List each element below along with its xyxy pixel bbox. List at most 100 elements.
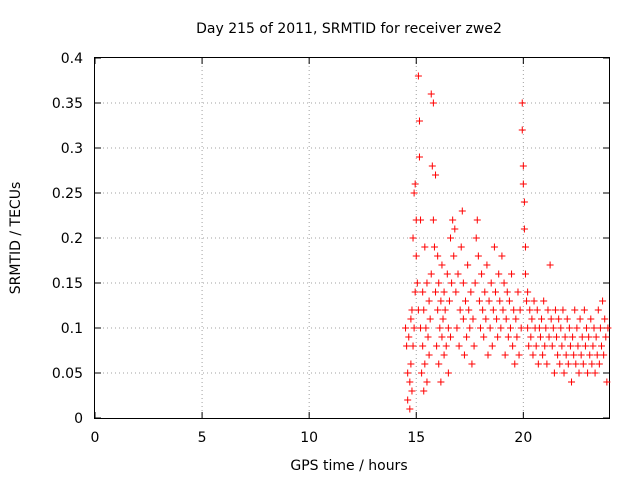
x-tick-label: 5 (198, 430, 207, 446)
data-point (460, 351, 468, 359)
data-point (425, 297, 433, 305)
data-point (545, 333, 553, 341)
data-point (484, 351, 492, 359)
data-point (521, 270, 529, 278)
data-point (491, 288, 499, 296)
data-point (417, 216, 425, 224)
data-point (437, 378, 445, 386)
data-point (454, 270, 462, 278)
data-point (554, 351, 562, 359)
data-point (438, 333, 446, 341)
data-point (402, 324, 410, 332)
data-point (603, 378, 611, 386)
data-point (407, 315, 415, 323)
data-point (432, 288, 440, 296)
data-point (502, 315, 510, 323)
data-point (518, 99, 526, 107)
data-point (421, 360, 429, 368)
data-point (583, 324, 591, 332)
data-point (515, 351, 523, 359)
data-point (557, 324, 565, 332)
data-point (536, 333, 544, 341)
data-point (443, 270, 451, 278)
data-point (521, 243, 529, 251)
data-point (451, 225, 459, 233)
data-point (436, 324, 444, 332)
data-point (530, 297, 538, 305)
data-point (535, 324, 543, 332)
data-point (579, 360, 587, 368)
data-point (566, 342, 574, 350)
data-point (534, 360, 542, 368)
data-point (565, 324, 573, 332)
data-point (413, 279, 421, 287)
data-point (596, 324, 604, 332)
data-point (505, 297, 513, 305)
data-point (405, 333, 413, 341)
data-point (408, 306, 416, 314)
data-point (549, 324, 557, 332)
data-point (517, 324, 525, 332)
data-point (592, 333, 600, 341)
data-point (488, 342, 496, 350)
data-point (489, 306, 497, 314)
data-point (500, 279, 508, 287)
data-point (419, 288, 427, 296)
data-point (420, 306, 428, 314)
data-point (470, 342, 478, 350)
grid-lines (95, 58, 609, 418)
data-point (448, 279, 456, 287)
data-point (513, 333, 521, 341)
data-point (457, 243, 465, 251)
data-point (458, 207, 466, 215)
data-point (445, 297, 453, 305)
data-point (585, 333, 593, 341)
data-point (456, 306, 464, 314)
data-point (572, 360, 580, 368)
data-point (422, 324, 430, 332)
data-point (453, 324, 461, 332)
data-point (526, 306, 534, 314)
data-point (427, 90, 435, 98)
data-point (423, 378, 431, 386)
data-point (532, 342, 540, 350)
data-point (439, 315, 447, 323)
data-point (568, 378, 576, 386)
data-point (504, 333, 512, 341)
data-point (424, 333, 432, 341)
data-point (587, 315, 595, 323)
data-point (575, 369, 583, 377)
data-point (506, 324, 514, 332)
y-tick-label: 0.05 (52, 366, 83, 382)
data-point (569, 333, 577, 341)
data-point (547, 315, 555, 323)
data-point (426, 315, 434, 323)
data-point (518, 126, 526, 134)
data-point (435, 360, 443, 368)
data-point (423, 279, 431, 287)
data-point (503, 288, 511, 296)
y-tick-label: 0.15 (52, 276, 83, 292)
data-point (466, 324, 474, 332)
data-point (404, 396, 412, 404)
data-point (524, 324, 532, 332)
data-point (429, 216, 437, 224)
data-point (509, 342, 517, 350)
data-point (590, 324, 598, 332)
data-point (591, 369, 599, 377)
data-point (510, 306, 518, 314)
data-point (473, 216, 481, 224)
data-point (486, 324, 494, 332)
data-point (540, 297, 548, 305)
data-point (516, 306, 524, 314)
data-point (406, 405, 414, 413)
data-point (434, 252, 442, 260)
data-point (498, 252, 506, 260)
data-point (415, 153, 423, 161)
data-point (471, 279, 479, 287)
data-point (580, 306, 588, 314)
data-point (543, 360, 551, 368)
data-point (584, 369, 592, 377)
data-point (409, 342, 417, 350)
